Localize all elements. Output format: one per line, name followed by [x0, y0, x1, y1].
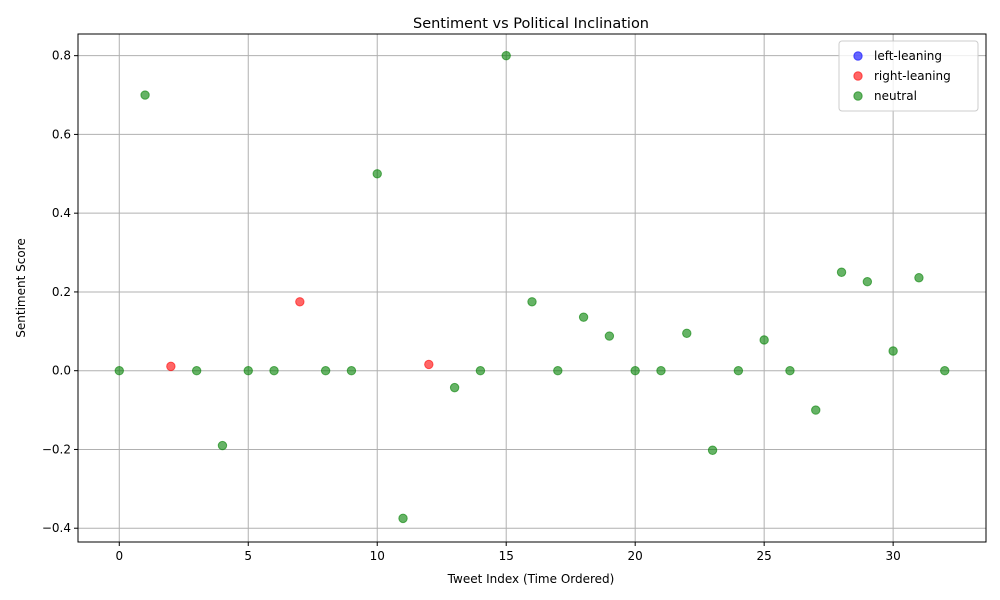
legend: left-leaning right-leaning neutral: [838, 40, 979, 112]
point-neutral: [398, 513, 408, 524]
x-axis-ticks: 0 5 10 15 20 25 30: [115, 542, 901, 563]
point-right-leaning: [295, 297, 305, 307]
grid: [78, 34, 986, 542]
point-neutral: [682, 328, 692, 338]
point-neutral: [449, 382, 460, 393]
legend-label-neutral: neutral: [874, 89, 917, 103]
point-neutral: [733, 365, 744, 376]
point-neutral: [346, 365, 357, 376]
point-neutral: [269, 365, 279, 376]
point-neutral: [578, 312, 589, 322]
y-tick-label: −0.2: [42, 442, 71, 456]
x-tick-label: 25: [757, 549, 772, 563]
y-tick-label: 0.8: [52, 49, 71, 63]
legend-box: [838, 40, 979, 112]
point-neutral: [372, 169, 382, 179]
x-tick-label: 10: [370, 549, 385, 563]
y-tick-label: 0.4: [52, 206, 71, 220]
point-neutral: [501, 50, 511, 61]
x-tick-label: 20: [628, 549, 643, 563]
point-neutral: [140, 90, 150, 100]
point-neutral: [320, 365, 331, 376]
point-neutral: [630, 365, 640, 376]
point-neutral: [604, 331, 615, 341]
point-neutral: [191, 365, 202, 376]
point-neutral: [656, 365, 666, 376]
point-neutral: [888, 346, 898, 356]
legend-marker-right-leaning: [853, 71, 863, 81]
legend-label-left-leaning: left-leaning: [874, 49, 942, 63]
x-tick-label: 30: [885, 549, 900, 563]
data-points: [114, 50, 950, 524]
y-tick-label: −0.4: [42, 521, 71, 535]
x-axis-label: Tweet Index (Time Ordered): [447, 572, 615, 586]
point-neutral: [914, 273, 924, 283]
point-neutral: [836, 267, 847, 277]
point-neutral: [553, 365, 563, 376]
x-tick-label: 15: [499, 549, 514, 563]
point-right-leaning: [424, 359, 434, 370]
point-neutral: [217, 440, 228, 451]
point-neutral: [475, 365, 486, 376]
point-neutral: [940, 365, 950, 376]
x-tick-label: 5: [244, 549, 252, 563]
point-neutral: [785, 365, 795, 376]
y-tick-label: 0.2: [52, 285, 71, 299]
point-neutral: [707, 445, 718, 455]
point-neutral: [114, 365, 124, 376]
x-tick-label: 0: [115, 549, 123, 563]
y-axis-label: Sentiment Score: [14, 238, 28, 337]
point-neutral: [527, 297, 537, 307]
point-right-leaning: [166, 361, 176, 372]
point-neutral: [811, 405, 821, 415]
point-neutral: [862, 276, 873, 287]
chart-title: Sentiment vs Political Inclination: [413, 16, 649, 32]
plot-frame: [77, 33, 987, 543]
point-neutral: [759, 335, 769, 345]
legend-label-right-leaning: right-leaning: [874, 69, 951, 83]
point-neutral: [243, 365, 253, 376]
y-tick-label: 0.6: [52, 127, 71, 141]
y-axis-ticks: −0.4 −0.2 0.0 0.2 0.4 0.6 0.8: [42, 49, 78, 535]
legend-marker-neutral: [853, 91, 863, 101]
legend-marker-left-leaning: [853, 51, 863, 61]
y-tick-label: 0.0: [52, 364, 71, 378]
